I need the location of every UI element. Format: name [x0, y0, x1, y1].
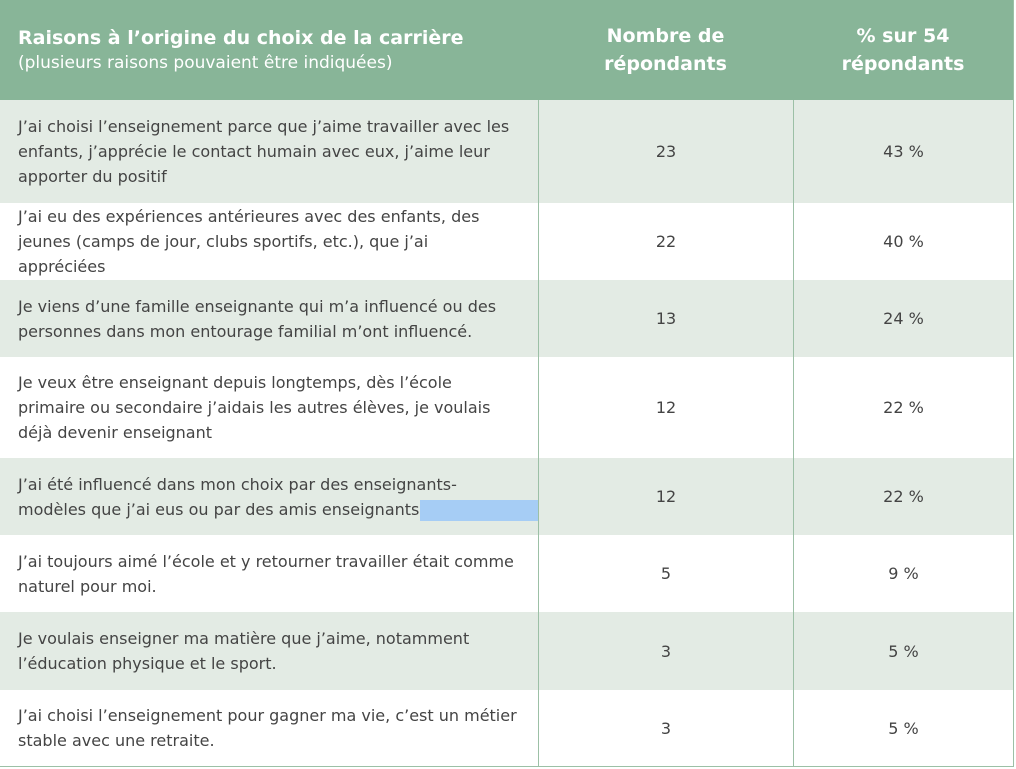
- header-cell: Nombre de répondants: [538, 0, 793, 100]
- percent-cell: 40 %: [793, 203, 1013, 280]
- table-row: J’ai choisi l’enseignement pour gagner m…: [0, 690, 1013, 766]
- header-percent: % sur 54 répondants: [841, 25, 965, 75]
- table-row: J’ai eu des expériences antérieures avec…: [0, 203, 1013, 280]
- reason-cell: Je veux être enseignant depuis longtemps…: [18, 373, 491, 442]
- header-title: Raisons à l’origine du choix de la carri…: [18, 27, 464, 49]
- reason-cell: J’ai été influencé dans mon choix par de…: [18, 474, 457, 519]
- count-cell: 13: [538, 280, 793, 357]
- header-subtitle: (plusieurs raisons pouvaient être indiqu…: [18, 53, 393, 73]
- header-cell: % sur 54 répondants: [793, 0, 1013, 100]
- table-row: Je veux être enseignant depuis longtemps…: [0, 357, 1013, 458]
- percent-cell: 43 %: [793, 100, 1013, 203]
- count-cell: 3: [538, 612, 793, 690]
- count-cell: 23: [538, 100, 793, 203]
- reason-cell: J’ai choisi l’enseignement parce que j’a…: [18, 117, 510, 186]
- count-cell: 12: [538, 458, 793, 535]
- text-selection: [420, 500, 538, 521]
- header-cell: Raisons à l’origine du choix de la carri…: [0, 0, 538, 100]
- reason-cell: J’ai toujours aimé l’école et y retourne…: [18, 551, 514, 596]
- table-row: J’ai toujours aimé l’école et y retourne…: [0, 535, 1013, 612]
- percent-cell: 22 %: [793, 458, 1013, 535]
- table-row: J’ai choisi l’enseignement parce que j’a…: [0, 100, 1013, 203]
- reason-cell: J’ai eu des expériences antérieures avec…: [18, 207, 480, 276]
- reason-cell: Je voulais enseigner ma matière que j’ai…: [18, 629, 470, 673]
- table-row: J’ai été influencé dans mon choix par de…: [0, 458, 1013, 535]
- percent-cell: 9 %: [793, 535, 1013, 612]
- reason-cell: Je viens d’une famille enseignante qui m…: [18, 296, 497, 341]
- reason-cell: J’ai choisi l’enseignement pour gagner m…: [18, 706, 517, 750]
- percent-cell: 24 %: [793, 280, 1013, 357]
- count-cell: 12: [538, 357, 793, 458]
- percent-cell: 5 %: [793, 690, 1013, 766]
- table-header: Raisons à l’origine du choix de la carri…: [0, 0, 1013, 100]
- percent-cell: 5 %: [793, 612, 1013, 690]
- count-cell: 5: [538, 535, 793, 612]
- header-count: Nombre de répondants: [604, 25, 727, 75]
- count-cell: 3: [538, 690, 793, 766]
- percent-cell: 22 %: [793, 357, 1013, 458]
- table-row: Je voulais enseigner ma matière que j’ai…: [0, 612, 1013, 690]
- count-cell: 22: [538, 203, 793, 280]
- table-body: J’ai choisi l’enseignement parce que j’a…: [0, 100, 1013, 766]
- table-row: Je viens d’une famille enseignante qui m…: [0, 280, 1013, 357]
